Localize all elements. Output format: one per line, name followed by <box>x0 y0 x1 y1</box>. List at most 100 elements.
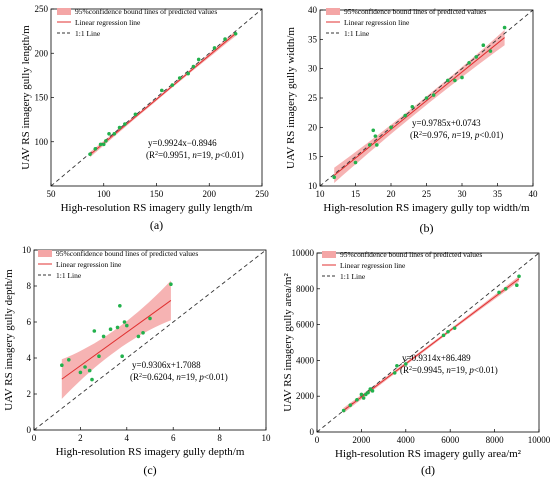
x-tick-label: 8000 <box>486 435 505 445</box>
data-point <box>517 274 521 279</box>
data-point <box>502 25 507 30</box>
data-point <box>467 61 471 65</box>
data-point <box>169 282 173 287</box>
data-point <box>389 125 393 130</box>
legend: 95%confidence bound lines of predicted v… <box>57 7 217 38</box>
regression-equation: y=0.9924x−0.8946 <box>148 138 217 148</box>
x-tick-label: 6000 <box>441 435 460 445</box>
stats-p-value: <0.01) <box>474 365 498 375</box>
data-point <box>359 392 364 397</box>
legend: 95%confidence bound lines of predicted v… <box>322 250 482 281</box>
stats-p: p <box>468 365 474 375</box>
data-point <box>120 354 124 359</box>
legend-band-label: 95%confidence bound lines of predicted v… <box>340 250 482 259</box>
regression-stats: (R2=0.6204, n=19, p<0.01) <box>130 372 228 382</box>
data-point <box>353 160 358 165</box>
regression-stats: (R2=0.9945, n=19, p<0.01) <box>400 365 498 375</box>
legend-band-swatch <box>57 8 71 15</box>
x-tick-label: 2 <box>78 433 83 443</box>
stats-r2-sup: 2 <box>155 151 158 157</box>
data-point <box>370 389 375 393</box>
data-point <box>212 46 217 50</box>
regression-line <box>333 37 505 176</box>
data-point <box>177 76 182 80</box>
y-tick-label: 35 <box>308 34 318 44</box>
data-point <box>403 113 408 118</box>
chart-panel-2: 10 15 20 25 30 35 40 10 15 20 25 30 35 40 High-resolut… <box>285 5 538 235</box>
data-point <box>375 143 379 147</box>
x-tick-label: 4 <box>125 433 130 443</box>
data-point <box>395 363 399 368</box>
stats-p-value: <0.01) <box>220 150 244 160</box>
data-point <box>410 105 415 109</box>
y-tick-label: 6000 <box>296 320 315 330</box>
legend-regression-label: Linear regression line <box>75 18 141 27</box>
legend-oneone-label: 1:1 Line <box>56 271 82 280</box>
data-point <box>474 55 479 59</box>
data-point <box>446 329 450 334</box>
y-tick-label: 0 <box>310 427 315 437</box>
stats-r2-value: =0.976, <box>422 130 452 140</box>
data-point <box>348 403 353 407</box>
data-point <box>341 408 346 413</box>
data-point <box>373 134 378 138</box>
y-axis-label: UAV RS imagery gully length/m <box>20 25 32 170</box>
stats-p-value: <0.01) <box>204 372 228 382</box>
y-axis-label: UAV RS imagery gully depth/m <box>3 269 15 411</box>
data-point <box>136 334 141 339</box>
data-point <box>170 83 175 87</box>
stats-r2-sup: 2 <box>419 131 422 137</box>
data-point <box>453 78 457 83</box>
data-point <box>97 354 101 359</box>
x-tick-label: 25 <box>422 189 432 199</box>
data-point <box>101 142 106 147</box>
data-point <box>366 390 370 395</box>
legend-regression-label: Linear regression line <box>340 261 406 270</box>
y-tick-label: 4 <box>27 353 32 363</box>
y-tick-label: 10 <box>22 245 32 255</box>
plot-frame <box>33 249 267 431</box>
y-tick-label: 15 <box>308 152 318 162</box>
regression-line <box>343 278 520 411</box>
plot-area <box>317 253 539 432</box>
regression-stats: (R2=0.976, n=19, p<0.01) <box>410 130 503 140</box>
data-point <box>60 363 64 368</box>
y-tick-label: 8 <box>27 281 32 291</box>
x-tick-label: 2000 <box>352 435 371 445</box>
y-tick-label: 200 <box>35 48 49 58</box>
regression-line <box>89 33 236 156</box>
data-point <box>159 88 164 93</box>
data-point <box>481 43 486 47</box>
data-point <box>460 75 464 80</box>
stats-p: p <box>474 130 480 140</box>
data-point <box>92 329 97 333</box>
stats-r: (R <box>400 365 409 375</box>
data-point <box>488 49 493 53</box>
regression-equation: y=0.9785x+0.0743 <box>412 118 481 128</box>
data-point <box>88 152 92 156</box>
legend-band-swatch <box>38 250 52 257</box>
x-tick-label: 8 <box>217 433 222 443</box>
panel-label: (c) <box>143 463 156 477</box>
data-point <box>104 139 108 143</box>
stats-r2-sup: 2 <box>139 373 142 379</box>
legend-regression-label: Linear regression line <box>56 260 122 269</box>
stats-r2-value: =0.9945, <box>412 365 446 375</box>
y-tick-label: 8000 <box>296 284 315 294</box>
legend-oneone-label: 1:1 Line <box>340 272 366 281</box>
x-tick-label: 40 <box>529 189 539 199</box>
data-point <box>441 333 446 338</box>
chart-panel-1: 50 100 150 200 250100150200250High-resolutio… <box>20 4 269 232</box>
plot-area <box>320 10 533 186</box>
data-point <box>117 125 122 130</box>
x-tick-label: 100 <box>97 189 111 199</box>
stats-n-value: =19, <box>456 130 475 140</box>
data-point <box>196 57 201 62</box>
data-point <box>503 287 508 291</box>
data-point <box>332 175 337 179</box>
data-point <box>118 304 122 308</box>
data-point <box>233 31 238 36</box>
stats-n: n <box>192 150 197 160</box>
y-axis-label: UAV RS imagery gully area/m² <box>282 273 294 412</box>
